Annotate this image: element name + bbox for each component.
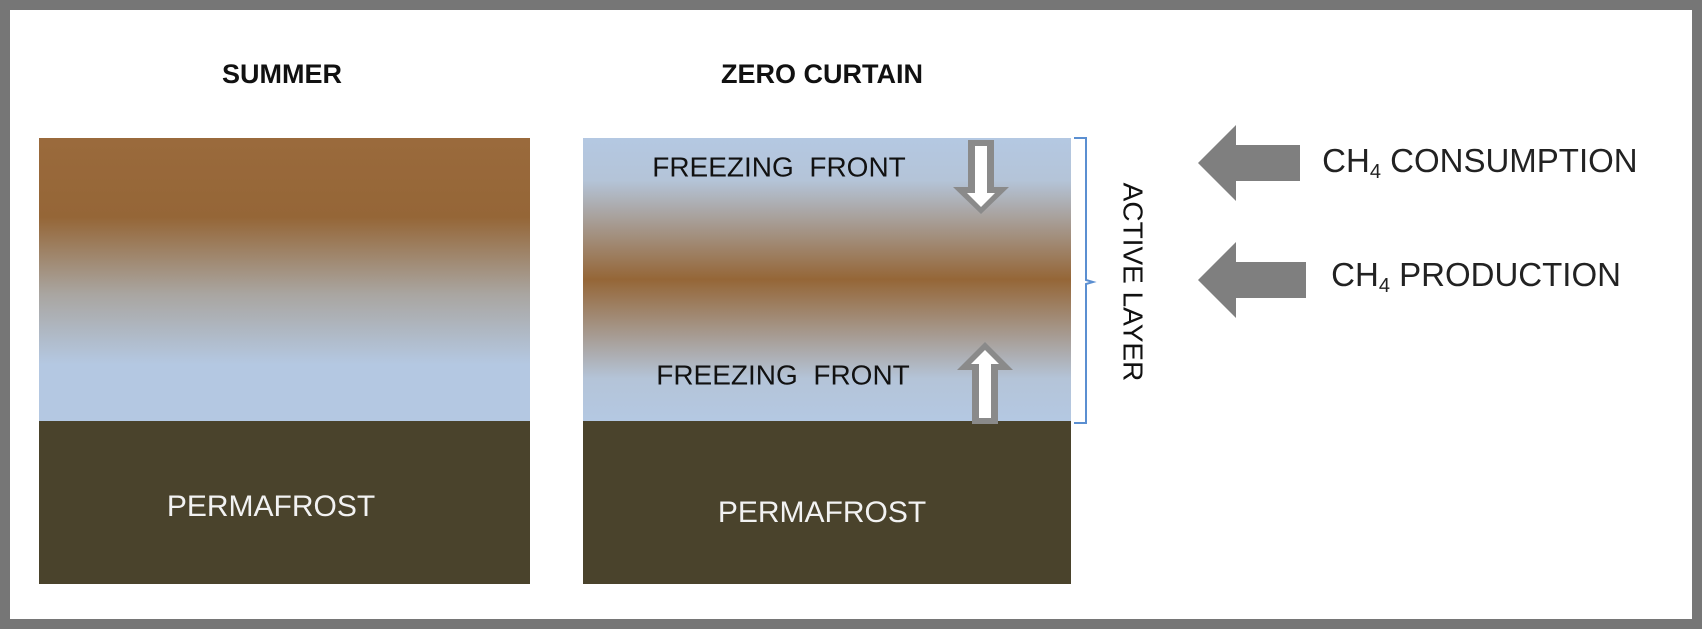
panel-title: ZERO CURTAIN (721, 59, 923, 89)
front-label: FREEZING FRONT (656, 359, 910, 390)
permafrost (583, 421, 1071, 584)
active-layer (39, 138, 530, 421)
flux-label: CH4 CONSUMPTION (1313, 142, 1647, 184)
bracket (1074, 137, 1097, 424)
front-label: FREEZING FRONT (652, 151, 906, 182)
up-arrow (957, 342, 1013, 424)
permafrost-label: PERMAFROST (718, 496, 926, 529)
bracket-label: ACTIVE LAYER (1118, 183, 1149, 382)
flux-arrow (1198, 125, 1300, 201)
permafrost-label: PERMAFROST (167, 490, 375, 523)
flux-label: CH4 PRODUCTION (1322, 256, 1630, 298)
panel-title: SUMMER (222, 59, 342, 89)
permafrost (39, 421, 530, 584)
flux-arrow (1198, 242, 1306, 318)
down-arrow (953, 140, 1009, 214)
